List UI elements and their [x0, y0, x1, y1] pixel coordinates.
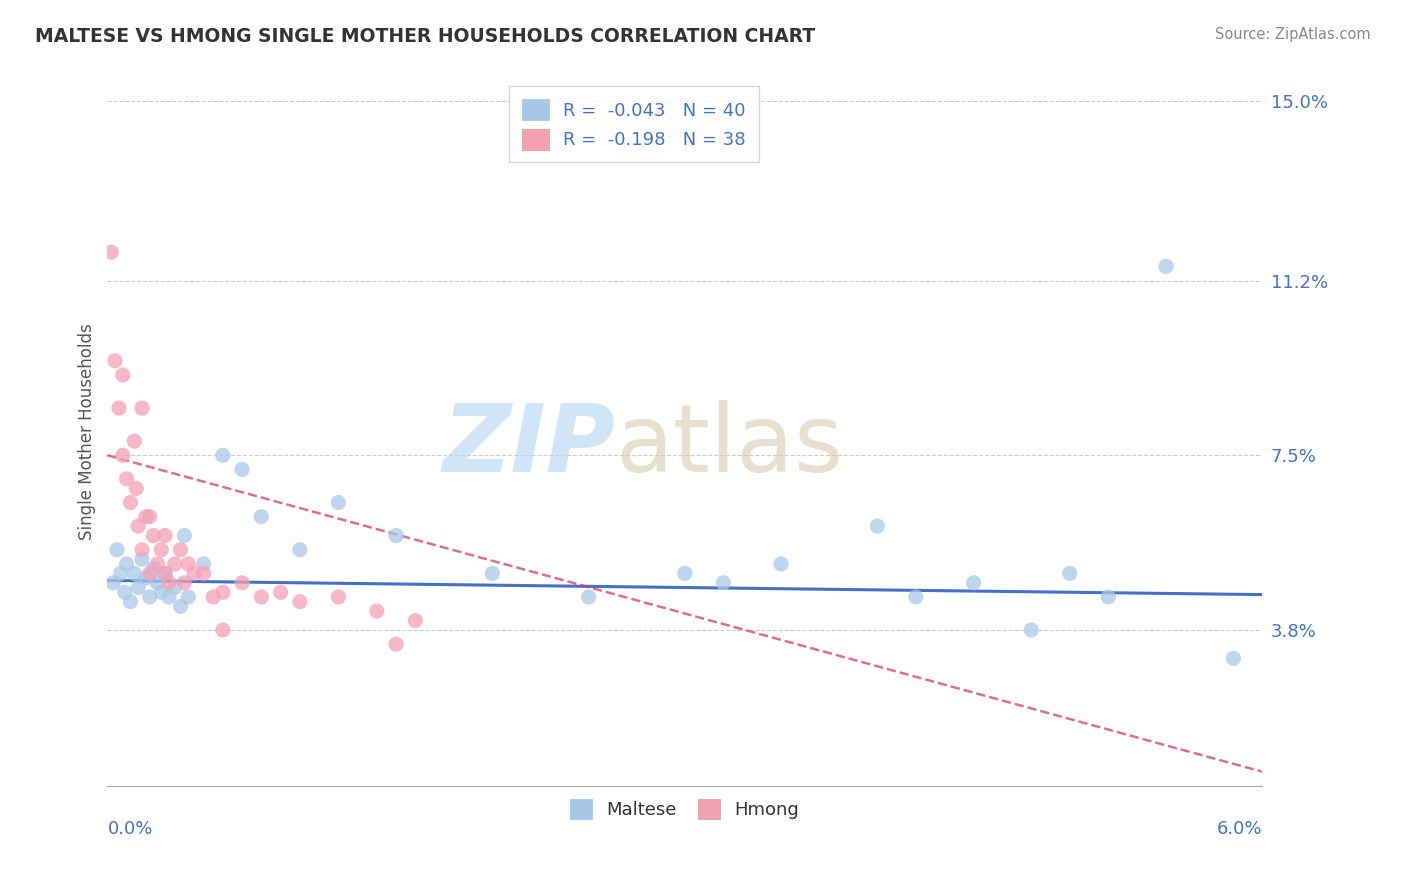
Text: ZIP: ZIP	[443, 400, 616, 491]
Point	[120, 495, 142, 509]
Point	[250, 590, 273, 604]
Point	[131, 401, 153, 415]
Point	[193, 566, 215, 581]
Point	[385, 637, 408, 651]
Point	[231, 462, 253, 476]
Point	[169, 599, 191, 614]
Point	[110, 566, 132, 581]
Text: 0.0%: 0.0%	[107, 820, 153, 838]
Point	[177, 557, 200, 571]
Point	[157, 575, 180, 590]
Point	[202, 590, 225, 604]
Point	[328, 590, 350, 604]
Text: MALTESE VS HMONG SINGLE MOTHER HOUSEHOLDS CORRELATION CHART: MALTESE VS HMONG SINGLE MOTHER HOUSEHOLD…	[35, 27, 815, 45]
Point	[385, 528, 408, 542]
Point	[135, 571, 157, 585]
Point	[1222, 651, 1244, 665]
Point	[163, 557, 186, 571]
Point	[114, 585, 136, 599]
Point	[288, 542, 311, 557]
Point	[138, 590, 160, 604]
Point	[578, 590, 600, 604]
Point	[157, 590, 180, 604]
Point	[212, 448, 235, 462]
Point	[169, 542, 191, 557]
Point	[288, 595, 311, 609]
Point	[366, 604, 388, 618]
Point	[131, 542, 153, 557]
Point	[212, 623, 235, 637]
Point	[127, 581, 149, 595]
Point	[101, 575, 124, 590]
Point	[105, 542, 128, 557]
Point	[270, 585, 292, 599]
Point	[193, 557, 215, 571]
Point	[142, 528, 165, 542]
Point	[124, 434, 146, 449]
Text: 6.0%: 6.0%	[1216, 820, 1263, 838]
Point	[138, 509, 160, 524]
Point	[125, 481, 148, 495]
Point	[1097, 590, 1119, 604]
Point	[673, 566, 696, 581]
Point	[250, 509, 273, 524]
Point	[138, 566, 160, 581]
Point	[177, 590, 200, 604]
Text: atlas: atlas	[616, 400, 844, 491]
Legend: Maltese, Hmong: Maltese, Hmong	[562, 792, 807, 827]
Point	[127, 519, 149, 533]
Point	[481, 566, 503, 581]
Point	[1019, 623, 1042, 637]
Point	[173, 575, 195, 590]
Point	[150, 585, 173, 599]
Point	[173, 528, 195, 542]
Point	[404, 614, 426, 628]
Point	[1154, 260, 1177, 274]
Point	[111, 368, 134, 382]
Point	[904, 590, 927, 604]
Point	[153, 566, 176, 581]
Point	[153, 528, 176, 542]
Point	[163, 581, 186, 595]
Point	[131, 552, 153, 566]
Point	[1059, 566, 1081, 581]
Point	[328, 495, 350, 509]
Point	[104, 354, 127, 368]
Y-axis label: Single Mother Households: Single Mother Households	[79, 323, 96, 540]
Point	[115, 557, 138, 571]
Point	[150, 542, 173, 557]
Text: Source: ZipAtlas.com: Source: ZipAtlas.com	[1215, 27, 1371, 42]
Point	[153, 566, 176, 581]
Point	[120, 595, 142, 609]
Point	[124, 566, 146, 581]
Point	[231, 575, 253, 590]
Point	[212, 585, 235, 599]
Point	[146, 557, 169, 571]
Point	[111, 448, 134, 462]
Point	[146, 575, 169, 590]
Point	[115, 472, 138, 486]
Point	[770, 557, 793, 571]
Point	[108, 401, 131, 415]
Point	[142, 561, 165, 575]
Point	[100, 245, 122, 260]
Point	[711, 575, 734, 590]
Point	[962, 575, 984, 590]
Point	[866, 519, 889, 533]
Point	[183, 566, 205, 581]
Point	[135, 509, 157, 524]
